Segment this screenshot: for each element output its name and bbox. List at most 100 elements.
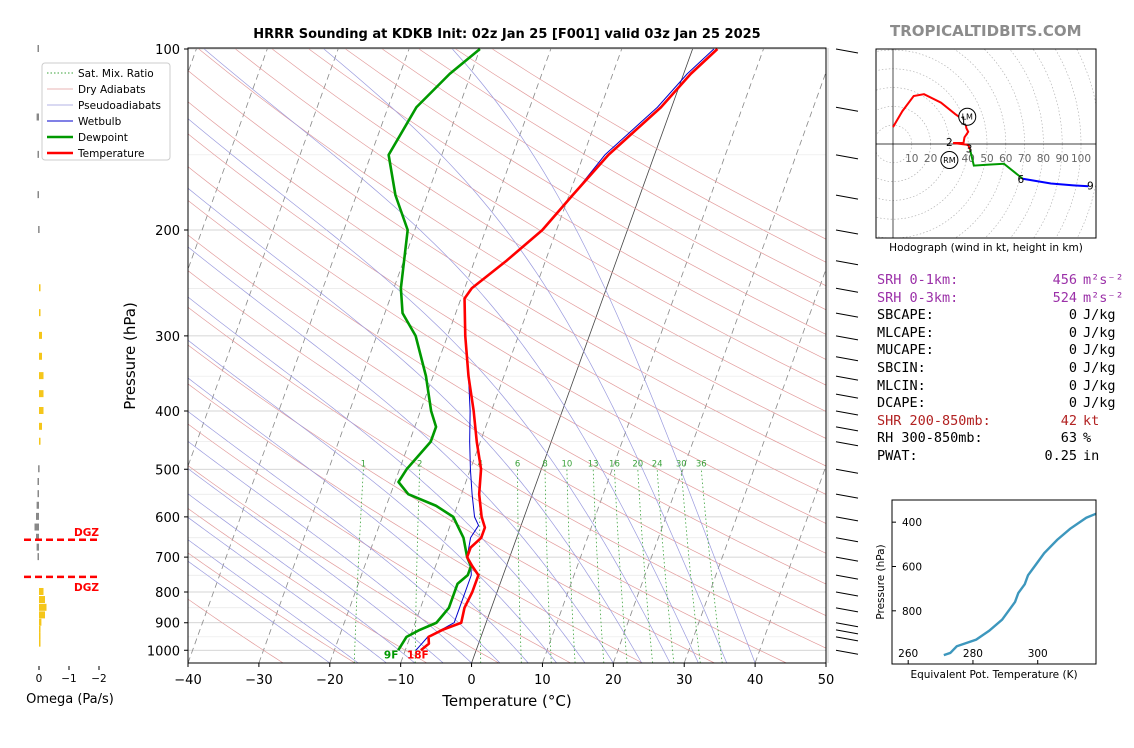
pseudoadiabat [188, 440, 472, 663]
temperature-line [420, 48, 719, 652]
dry-adiabat [271, 48, 826, 386]
wind-barb [835, 607, 859, 613]
dry-adiabat [188, 383, 643, 663]
legend-label: Dewpoint [78, 132, 128, 144]
omega-bar [37, 478, 39, 486]
wind-barb [835, 410, 859, 416]
stat-label: SRH 0-1km: [877, 272, 959, 288]
hodograph-trace [969, 149, 1024, 180]
storm-motion-label: RM [943, 156, 956, 165]
stat-value: 456 [1052, 272, 1077, 288]
dry-adiabat [188, 70, 826, 467]
omega-bar [39, 390, 44, 398]
legend: Sat. Mix. Ratio Dry Adiabats Pseudoadiabat… [41, 62, 171, 161]
mixing-ratio-line [637, 469, 654, 663]
pseudoadiabat [452, 48, 756, 663]
wind-barb [835, 106, 859, 112]
stat-label: SBCAPE: [877, 307, 934, 324]
mixing-ratio-label: 16 [609, 459, 620, 469]
y-axis-label: Pressure (hPa) [121, 302, 139, 410]
stat-value: 0 [1068, 342, 1077, 359]
dry-adiabat [188, 166, 826, 554]
legend-label: Temperature [77, 148, 145, 160]
y-tick-label: 300 [155, 330, 180, 345]
stat-label: SBCIN: [877, 359, 926, 376]
omega-bar [39, 352, 42, 360]
storm-motion-marker [958, 107, 977, 126]
wind-barb [835, 493, 859, 499]
stat-unit: J/kg [1083, 307, 1116, 324]
y-tick-label: 1000 [147, 644, 180, 659]
storm-motion-marker [940, 150, 959, 169]
theta-e-line [943, 512, 1096, 657]
omega-tick-label: −2 [91, 673, 106, 685]
surface-dewpoint-label: 9F [384, 649, 398, 661]
pseudoadiabat [188, 296, 586, 663]
y-tick-label: 700 [155, 551, 180, 566]
theta-e-y-tick-label: 800 [902, 606, 922, 618]
hodograph-height-label: 6 [1017, 174, 1024, 186]
mixing-ratio-line [566, 469, 576, 663]
dry-adiabat [188, 552, 356, 663]
mixing-ratio-label: 24 [652, 459, 663, 469]
stat-label: SRH 0-3km: [877, 289, 959, 306]
stat-row: SHR 200-850mb: 42 kt [877, 413, 1124, 431]
wind-barb [835, 426, 859, 432]
isotherm-line [258, 48, 481, 663]
hodograph-height-label: 2 [946, 137, 953, 149]
hodograph-trace [953, 142, 972, 151]
hodograph-ring-label: 60 [999, 153, 1012, 165]
wind-barb [835, 629, 859, 635]
dry-adiabat [188, 344, 715, 663]
theta-e-y-tick-label: 400 [902, 517, 922, 529]
pseudoadiabat [188, 539, 359, 663]
isotherm-line [400, 48, 623, 663]
theta-e-x-tick-label: 280 [963, 648, 983, 660]
omega-bar [37, 150, 39, 158]
wind-barb [835, 636, 859, 642]
legend-label: Wetbulb [78, 116, 122, 128]
hodograph-ring-label: 10 [905, 153, 918, 165]
stat-unit: m²s⁻² [1083, 272, 1124, 288]
dry-adiabat [188, 133, 826, 524]
omega-bar [39, 309, 41, 317]
omega-bar [37, 45, 39, 52]
stat-row: RH 300-850mb: 63% [877, 430, 1124, 448]
pseudoadiabat [188, 493, 416, 663]
stat-row: MUCAPE: 0 J/kg [877, 342, 1124, 360]
omega-bar [39, 372, 44, 380]
pseudoadiabat [204, 48, 699, 663]
wind-barb [835, 516, 859, 522]
pseudoadiabat [188, 377, 529, 663]
pseudoadiabat [188, 560, 330, 663]
stat-row: MLCAPE: 0 J/kg [877, 325, 1124, 343]
omega-bar [39, 611, 45, 619]
hodograph-ring-label: 70 [1018, 153, 1031, 165]
stats-panel: SRH 0-1km: 456 m²s⁻² SRH 0-3km: 524 m²s⁻² SBCA… [877, 272, 1124, 466]
pseudoadiabat [188, 516, 387, 663]
omega-bar [38, 465, 40, 473]
omega-bar [34, 523, 39, 531]
wetbulb-line [415, 48, 715, 651]
theta-e-panel: 260 280 300 400 600 800 Equivalent Pot. Temper… [875, 499, 1097, 681]
isotherm-line [542, 48, 764, 663]
plot-frame [187, 47, 827, 664]
mixing-ratio-line [700, 469, 723, 663]
stat-unit: J/kg [1083, 377, 1116, 394]
isotherm-line [471, 48, 693, 663]
dgz-label: DGZ [74, 582, 99, 594]
dry-adiabat [188, 199, 826, 585]
hodograph-trace [892, 93, 970, 145]
theta-e-x-axis-label: Equivalent Pot. Temperature (K) [910, 669, 1077, 681]
x-tick-label: −10 [387, 673, 414, 688]
stat-value: 0 [1068, 307, 1077, 324]
x-tick-label: 10 [534, 673, 551, 688]
stat-label: PWAT: [877, 447, 918, 464]
stat-value: 0 [1068, 395, 1077, 412]
omega-bar [36, 533, 39, 541]
stat-value: 0.25 [1044, 447, 1077, 464]
stat-label: MLCIN: [877, 377, 926, 394]
stat-value: 42 [1060, 412, 1077, 429]
mixing-ratio-label: 8 [542, 459, 547, 469]
wind-barb [835, 287, 859, 293]
